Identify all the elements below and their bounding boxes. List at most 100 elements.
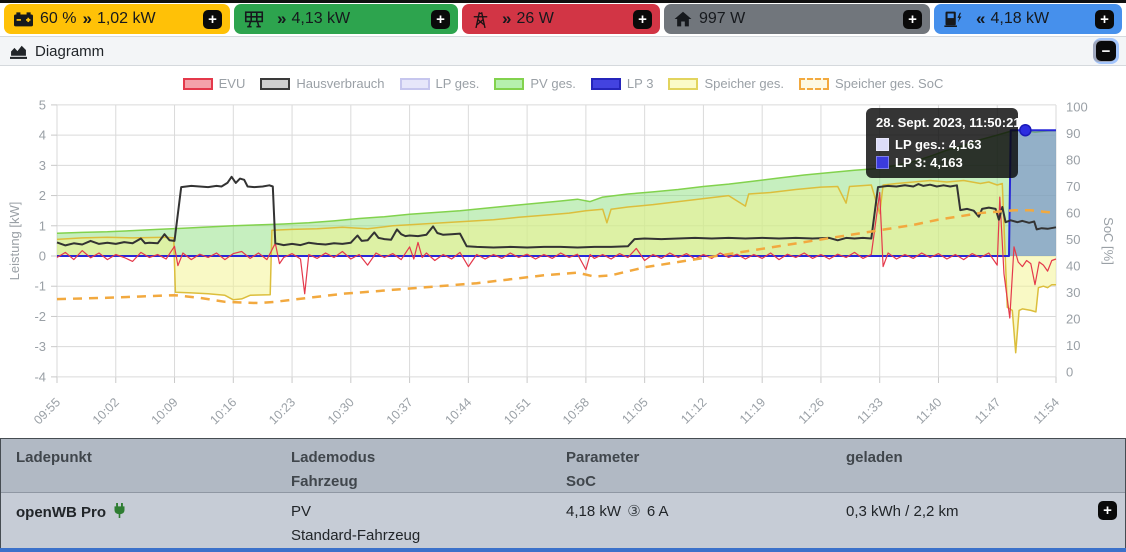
svg-text:30: 30 xyxy=(1066,285,1080,300)
chart-legend: EVU Hausverbrauch LP ges. PV ges. LP 3 Speich… xyxy=(0,76,1126,91)
phases-icon: ③ xyxy=(627,503,640,520)
lp-ges-swatch-icon xyxy=(876,138,889,151)
svg-text:-4: -4 xyxy=(34,369,46,384)
table-row-chargepoint: openWB Pro PV Standard-Fahrzeug 4,18 kW … xyxy=(1,493,1125,548)
svg-text:10:16: 10:16 xyxy=(207,395,239,427)
svg-text:11:05: 11:05 xyxy=(619,395,650,426)
tooltip-row-lp3: LP 3: 4,163 xyxy=(876,155,1008,170)
svg-text:11:40: 11:40 xyxy=(913,395,944,426)
svg-text:70: 70 xyxy=(1066,179,1080,194)
chargepoint-name: openWB Pro xyxy=(16,504,106,521)
grid-expand-button[interactable]: + xyxy=(633,10,652,29)
svg-text:-3: -3 xyxy=(34,339,46,354)
tooltip-row-lp-ges: LP ges.: 4,163 xyxy=(876,137,1008,152)
diagram-panel-title: Diagramm xyxy=(35,43,104,60)
pv-status-badge[interactable]: » 4,13 kW + xyxy=(234,4,458,34)
svg-text:4: 4 xyxy=(39,128,46,143)
svg-text:10:37: 10:37 xyxy=(384,395,416,427)
chargepoint-table: Ladepunkt Lademodus Fahrzeug Parameter S… xyxy=(0,438,1126,548)
legend-swatch-icon xyxy=(260,78,290,90)
legend-item-speicher-ges-[interactable]: Speicher ges. xyxy=(668,76,784,91)
grid-status-badge[interactable]: » 26 W + xyxy=(462,4,660,34)
chargepoint-expand-button[interactable]: + xyxy=(1095,10,1114,29)
charging-station-icon xyxy=(944,11,963,27)
vehicle-value: Standard-Fahrzeug xyxy=(291,524,566,548)
parameter-value: 4,18 kW ③ 6 A xyxy=(566,500,846,524)
battery-status-badge[interactable]: 60 % » 1,02 kW + xyxy=(4,4,230,34)
legend-item-speicher-ges-soc[interactable]: Speicher ges. SoC xyxy=(799,76,943,91)
column-header-soc: SoC xyxy=(566,470,846,494)
legend-swatch-icon xyxy=(799,78,829,90)
svg-text:-1: -1 xyxy=(34,279,46,294)
chart-tooltip: 28. Sept. 2023, 11:50:21 LP ges.: 4,163 … xyxy=(866,108,1018,178)
svg-text:10: 10 xyxy=(1066,338,1080,353)
svg-text:-2: -2 xyxy=(34,309,46,324)
chart-area-icon xyxy=(10,44,27,59)
svg-text:80: 80 xyxy=(1066,153,1080,168)
chargepoint-status-badge[interactable]: « 4,18 kW + xyxy=(934,4,1122,34)
legend-item-evu[interactable]: EVU xyxy=(183,76,246,91)
svg-text:1: 1 xyxy=(39,218,46,233)
svg-text:11:33: 11:33 xyxy=(854,395,885,426)
grid-power-value: 26 W xyxy=(516,10,553,28)
charged-energy-value: 0,3 kWh / 2,2 km xyxy=(846,500,1125,524)
power-chart-panel: EVU Hausverbrauch LP ges. PV ges. LP 3 Speich… xyxy=(0,66,1126,438)
legend-item-lp-3[interactable]: LP 3 xyxy=(591,76,654,91)
svg-text:5: 5 xyxy=(39,97,46,112)
flow-direction-icon: » xyxy=(277,9,285,29)
car-battery-icon xyxy=(14,12,33,27)
battery-soc-value: 60 % xyxy=(40,10,76,28)
legend-swatch-icon xyxy=(668,78,698,90)
legend-item-lp-ges-[interactable]: LP ges. xyxy=(400,76,480,91)
legend-item-hausverbrauch[interactable]: Hausverbrauch xyxy=(260,76,384,91)
column-header-fahrzeug: Fahrzeug xyxy=(291,470,566,494)
flow-direction-icon: » xyxy=(82,9,90,29)
legend-swatch-icon xyxy=(591,78,621,90)
svg-text:50: 50 xyxy=(1066,232,1080,247)
flow-direction-icon: » xyxy=(502,9,510,29)
svg-text:10:30: 10:30 xyxy=(325,395,357,427)
right-axis-title: SoC [%] xyxy=(1101,217,1116,265)
legend-swatch-icon xyxy=(183,78,213,90)
svg-text:60: 60 xyxy=(1066,206,1080,221)
svg-text:0: 0 xyxy=(39,249,46,264)
battery-expand-button[interactable]: + xyxy=(203,10,222,29)
svg-text:10:58: 10:58 xyxy=(560,395,592,427)
svg-text:11:47: 11:47 xyxy=(972,395,1003,426)
svg-text:11:19: 11:19 xyxy=(737,395,768,426)
svg-text:40: 40 xyxy=(1066,259,1080,274)
svg-text:10:02: 10:02 xyxy=(90,395,122,427)
svg-text:10:23: 10:23 xyxy=(266,395,298,427)
svg-text:09:55: 09:55 xyxy=(31,395,63,427)
diagram-collapse-button[interactable]: − xyxy=(1096,41,1116,61)
svg-text:11:12: 11:12 xyxy=(678,395,709,426)
plug-connected-icon xyxy=(113,503,126,522)
svg-text:10:44: 10:44 xyxy=(442,395,474,427)
lp3-swatch-icon xyxy=(876,156,889,169)
charge-mode-value: PV xyxy=(291,500,566,524)
tooltip-timestamp: 28. Sept. 2023, 11:50:21 xyxy=(876,115,1008,130)
svg-text:100: 100 xyxy=(1066,100,1088,115)
left-axis-title: Leistung [kW] xyxy=(7,202,22,281)
flow-direction-icon: « xyxy=(976,9,984,29)
house-power-value: 997 W xyxy=(699,10,745,28)
column-header-ladepunkt: Ladepunkt xyxy=(16,446,291,470)
table-header-row: Ladepunkt Lademodus Fahrzeug Parameter S… xyxy=(1,439,1125,493)
svg-text:2: 2 xyxy=(39,188,46,203)
svg-text:0: 0 xyxy=(1066,365,1073,380)
chargepoint-details-button[interactable]: + xyxy=(1098,501,1117,520)
svg-text:11:26: 11:26 xyxy=(796,395,827,426)
diagram-panel-header: Diagramm − xyxy=(0,36,1126,66)
pv-expand-button[interactable]: + xyxy=(431,10,450,29)
svg-text:10:51: 10:51 xyxy=(501,395,533,427)
battery-power-value: 1,02 kW xyxy=(97,10,156,28)
legend-swatch-icon xyxy=(400,78,430,90)
svg-text:90: 90 xyxy=(1066,126,1080,141)
house-expand-button[interactable]: + xyxy=(903,10,922,29)
status-bar: 60 % » 1,02 kW + » 4,13 kW + » 26 W + 99… xyxy=(0,3,1126,34)
solar-panel-icon xyxy=(244,11,264,28)
house-status-badge[interactable]: 997 W + xyxy=(664,4,930,34)
svg-text:3: 3 xyxy=(39,158,46,173)
transmission-tower-icon xyxy=(472,10,489,28)
legend-item-pv-ges-[interactable]: PV ges. xyxy=(494,76,576,91)
